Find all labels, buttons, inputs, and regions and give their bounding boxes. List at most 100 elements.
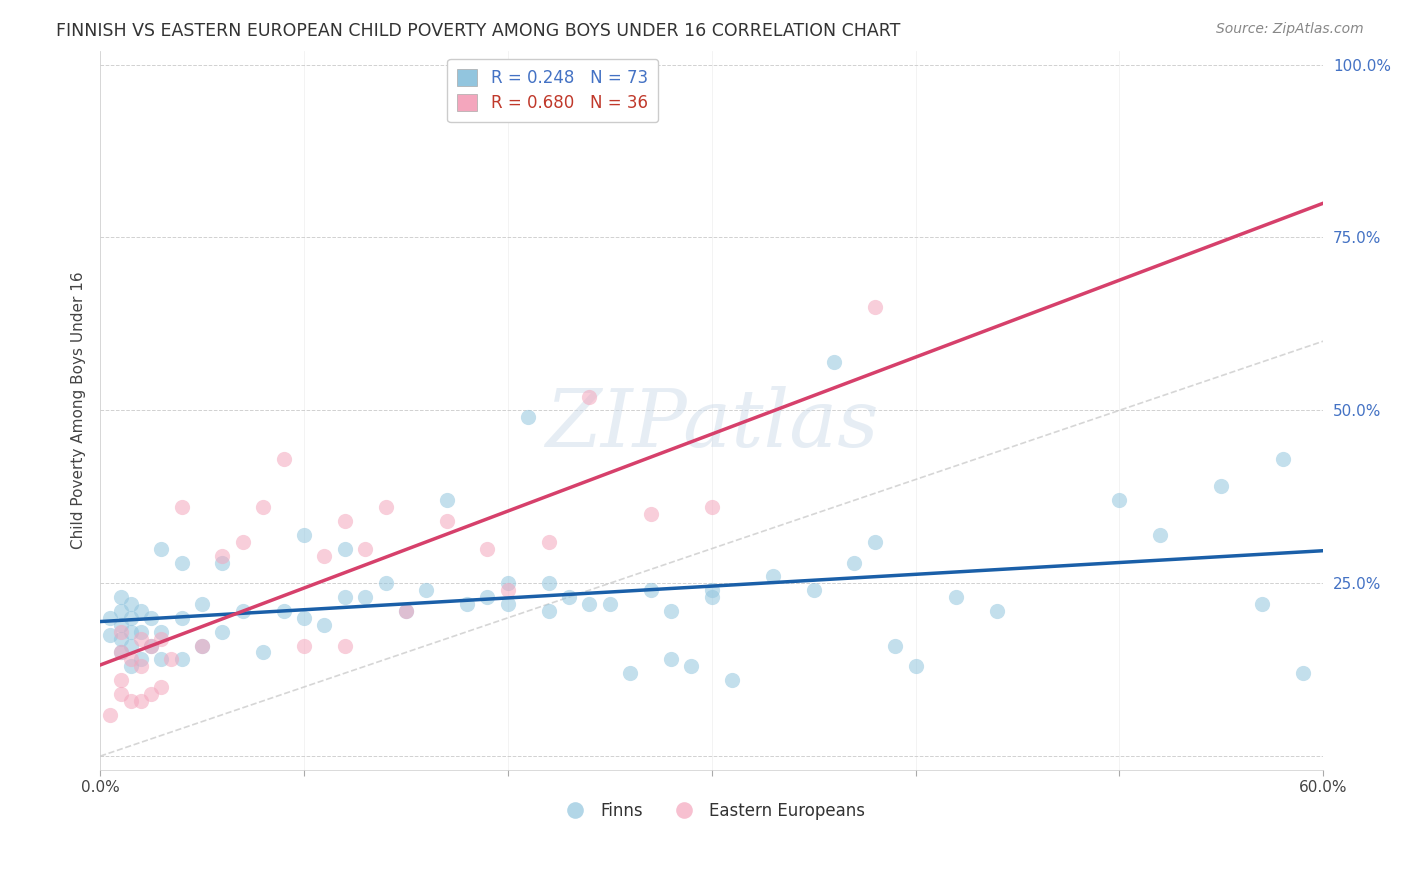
Point: [681, 659, 703, 673]
Point: [986, 604, 1008, 618]
Point: [110, 590, 132, 604]
Point: [211, 549, 233, 563]
Point: [477, 541, 499, 556]
Point: [150, 624, 173, 639]
Point: [1211, 479, 1233, 493]
Point: [129, 624, 152, 639]
Point: [354, 541, 377, 556]
Point: [120, 597, 142, 611]
Point: [904, 659, 927, 673]
Point: [374, 500, 396, 515]
Point: [619, 666, 641, 681]
Point: [120, 639, 142, 653]
Point: [211, 624, 233, 639]
Point: [659, 652, 682, 666]
Point: [110, 604, 132, 618]
Point: [496, 597, 519, 611]
Point: [1271, 451, 1294, 466]
Point: [517, 410, 540, 425]
Point: [252, 500, 274, 515]
Y-axis label: Child Poverty Among Boys Under 16: Child Poverty Among Boys Under 16: [72, 271, 86, 549]
Point: [211, 556, 233, 570]
Point: [170, 556, 193, 570]
Point: [252, 645, 274, 659]
Point: [333, 590, 356, 604]
Point: [354, 590, 377, 604]
Text: FINNISH VS EASTERN EUROPEAN CHILD POVERTY AMONG BOYS UNDER 16 CORRELATION CHART: FINNISH VS EASTERN EUROPEAN CHILD POVERT…: [56, 22, 901, 40]
Point: [436, 514, 458, 528]
Point: [1149, 528, 1171, 542]
Point: [292, 639, 315, 653]
Point: [120, 659, 142, 673]
Point: [273, 451, 295, 466]
Point: [191, 639, 214, 653]
Point: [333, 639, 356, 653]
Point: [945, 590, 967, 604]
Point: [232, 534, 254, 549]
Point: [558, 590, 581, 604]
Point: [150, 632, 173, 646]
Point: [844, 556, 866, 570]
Legend: Finns, Eastern Europeans: Finns, Eastern Europeans: [551, 795, 872, 826]
Point: [170, 652, 193, 666]
Point: [803, 583, 825, 598]
Point: [120, 624, 142, 639]
Point: [374, 576, 396, 591]
Point: [456, 597, 478, 611]
Point: [120, 611, 142, 625]
Point: [721, 673, 744, 687]
Point: [150, 652, 173, 666]
Point: [129, 632, 152, 646]
Point: [599, 597, 621, 611]
Point: [170, 500, 193, 515]
Point: [700, 500, 723, 515]
Point: [477, 590, 499, 604]
Point: [496, 576, 519, 591]
Point: [863, 534, 886, 549]
Point: [139, 611, 162, 625]
Point: [110, 673, 132, 687]
Point: [578, 597, 600, 611]
Point: [640, 507, 662, 521]
Point: [292, 528, 315, 542]
Point: [129, 694, 152, 708]
Point: [415, 583, 437, 598]
Point: [232, 604, 254, 618]
Point: [537, 604, 560, 618]
Point: [640, 583, 662, 598]
Point: [110, 687, 132, 701]
Point: [884, 639, 907, 653]
Point: [129, 659, 152, 673]
Point: [314, 549, 336, 563]
Point: [863, 300, 886, 314]
Point: [823, 355, 845, 369]
Point: [110, 632, 132, 646]
Point: [98, 611, 121, 625]
Point: [1292, 666, 1315, 681]
Point: [333, 541, 356, 556]
Point: [139, 639, 162, 653]
Point: [1108, 493, 1130, 508]
Point: [659, 604, 682, 618]
Point: [191, 639, 214, 653]
Point: [700, 590, 723, 604]
Point: [98, 628, 121, 642]
Point: [129, 604, 152, 618]
Point: [150, 541, 173, 556]
Text: ZIPatlas: ZIPatlas: [546, 386, 879, 464]
Point: [120, 652, 142, 666]
Point: [98, 707, 121, 722]
Point: [110, 617, 132, 632]
Point: [496, 583, 519, 598]
Point: [292, 611, 315, 625]
Point: [762, 569, 785, 583]
Point: [110, 645, 132, 659]
Text: Source: ZipAtlas.com: Source: ZipAtlas.com: [1216, 22, 1364, 37]
Point: [436, 493, 458, 508]
Point: [120, 694, 142, 708]
Point: [333, 514, 356, 528]
Point: [395, 604, 418, 618]
Point: [110, 645, 132, 659]
Point: [537, 576, 560, 591]
Point: [395, 604, 418, 618]
